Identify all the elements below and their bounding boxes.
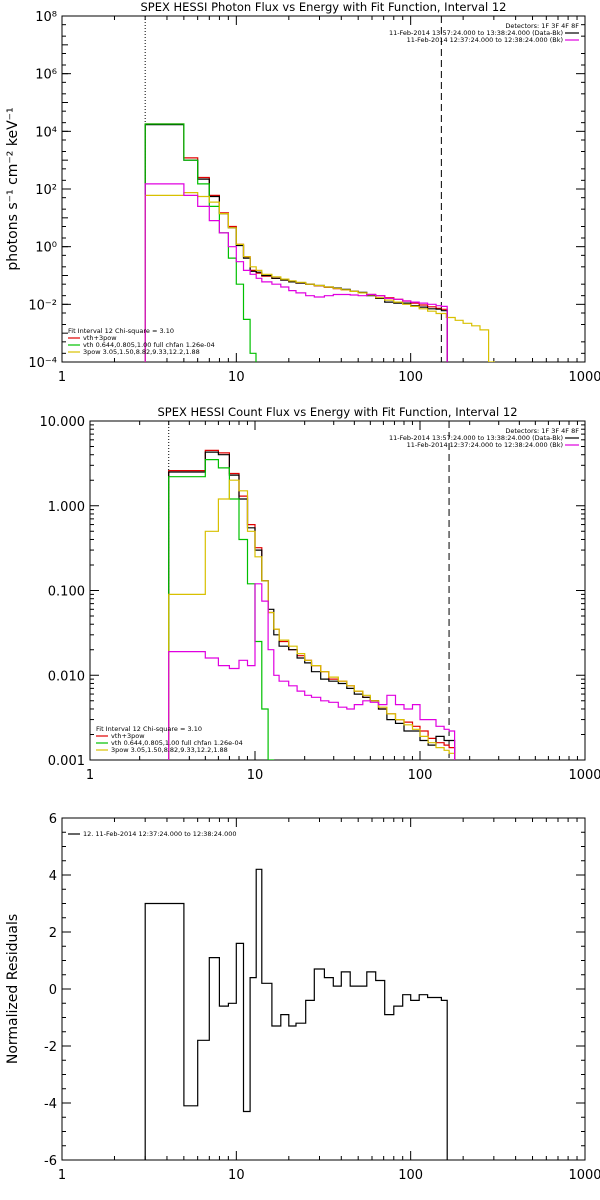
series-vth-line	[168, 459, 275, 760]
photon-flux-panel: SPEX HESSI Photon Flux vs Energy with Fi…	[5, 0, 600, 385]
x-tick-label: 100	[398, 1168, 423, 1183]
legend-entry-text: 12. 11-Feb-2014 12:37:24.000 to 12:38:24…	[83, 830, 236, 838]
y-tick-label: -2	[44, 1040, 57, 1055]
y-tick-label: 10²	[35, 183, 57, 198]
plot-frame	[89, 420, 586, 761]
x-tick-label: 100	[408, 768, 433, 783]
y-tick-label: -4	[44, 1097, 57, 1112]
series-12-11-feb-2014-12-37-24-000-to-12-38-24-000-line	[144, 868, 448, 1160]
x-tick-label: 10	[228, 1168, 245, 1183]
y-tick-label: 6	[49, 812, 57, 827]
x-tick-label: 1	[58, 1168, 66, 1183]
y-tick-label: 10⁸	[35, 10, 57, 25]
series-data-bk-line	[168, 451, 456, 760]
series-3pow-line	[144, 192, 495, 362]
series-bk-line	[168, 583, 456, 760]
legend-entry-text: vth 0.644,0.805,1.00 full chfan 1.26e-04	[83, 341, 215, 349]
y-axis-label: Normalized Residuals	[5, 914, 21, 1064]
legend-entry-text: 11-Feb-2014 13:57:24.000 to 13:38:24.000…	[389, 434, 563, 442]
y-tick-label: 10⁶	[35, 68, 57, 83]
x-tick-label: 10	[247, 768, 264, 783]
y-tick-label: 10⁴	[35, 125, 57, 140]
series-3pow-line	[168, 479, 456, 760]
x-tick-label: 1000	[568, 370, 600, 385]
y-tick-label: 0	[49, 983, 57, 998]
legend-entry-text: Fit Interval 12 Chi-square = 3.10	[68, 327, 174, 335]
y-axis-label: photons s⁻¹ cm⁻² keV⁻¹	[5, 107, 21, 270]
legend-entry-text: 3pow 3.05,1.50,8.82,9.33,12.2,1.88	[83, 348, 200, 356]
x-tick-label: 1000	[568, 768, 600, 783]
legend-entry-text: 11-Feb-2014 12:37:24.000 to 12:38:24.000…	[407, 441, 563, 449]
legend-entry-text: Fit Interval 12 Chi-square = 3.10	[96, 725, 202, 733]
legend-entry-text: 11-Feb-2014 13:57:24.000 to 13:38:24.000…	[389, 29, 563, 37]
x-tick-label: 1	[86, 768, 94, 783]
y-tick-label: 10⁰	[35, 241, 57, 256]
y-tick-label: 1.000	[48, 500, 85, 515]
legend-entry-text: vth+3pow	[111, 732, 145, 740]
y-tick-label: 2	[49, 926, 57, 941]
x-tick-label: 1	[58, 370, 66, 385]
legend-entry-text: Detectors: 1F 3F 4F 8F	[505, 22, 579, 30]
legend-entry-text: Detectors: 1F 3F 4F 8F	[505, 427, 579, 435]
x-tick-label: 10	[228, 370, 245, 385]
series-vth-3pow-line	[168, 449, 456, 760]
residuals-panel: 1 10 100 1000 -6 -4 -2 0 2 4 6 Normalized Residuals…	[5, 812, 600, 1183]
legend-entry-text: vth+3pow	[83, 334, 117, 342]
legend-entry-text: 11-Feb-2014 12:37:24.000 to 12:38:24.000…	[407, 36, 563, 44]
y-tick-label: 10.000	[40, 415, 86, 430]
chart-title: SPEX HESSI Count Flux vs Energy with Fit…	[157, 405, 517, 419]
count-flux-panel: SPEX HESSI Count Flux vs Energy with Fit…	[40, 405, 600, 783]
plot-frame	[61, 817, 586, 1161]
y-tick-label: 10⁻⁴	[28, 356, 57, 371]
legend-entry-text: 3pow 3.05,1.50,8.82,9.33,12.2,1.88	[111, 746, 228, 754]
y-tick-label: 0.100	[48, 585, 85, 600]
legend-entry-text: vth 0.644,0.805,1.00 full chfan 1.26e-04	[111, 739, 243, 747]
y-tick-label: 10⁻²	[28, 298, 57, 313]
series-bk-line	[144, 183, 448, 362]
y-tick-label: 0.010	[48, 669, 85, 684]
y-tick-label: 0.001	[48, 754, 85, 769]
x-tick-label: 100	[398, 370, 423, 385]
y-tick-label: -6	[44, 1154, 57, 1169]
chart-title: SPEX HESSI Photon Flux vs Energy with Fi…	[140, 0, 506, 14]
y-tick-label: 4	[49, 869, 57, 884]
plot-frame	[61, 15, 586, 363]
x-tick-label: 1000	[568, 1168, 600, 1183]
